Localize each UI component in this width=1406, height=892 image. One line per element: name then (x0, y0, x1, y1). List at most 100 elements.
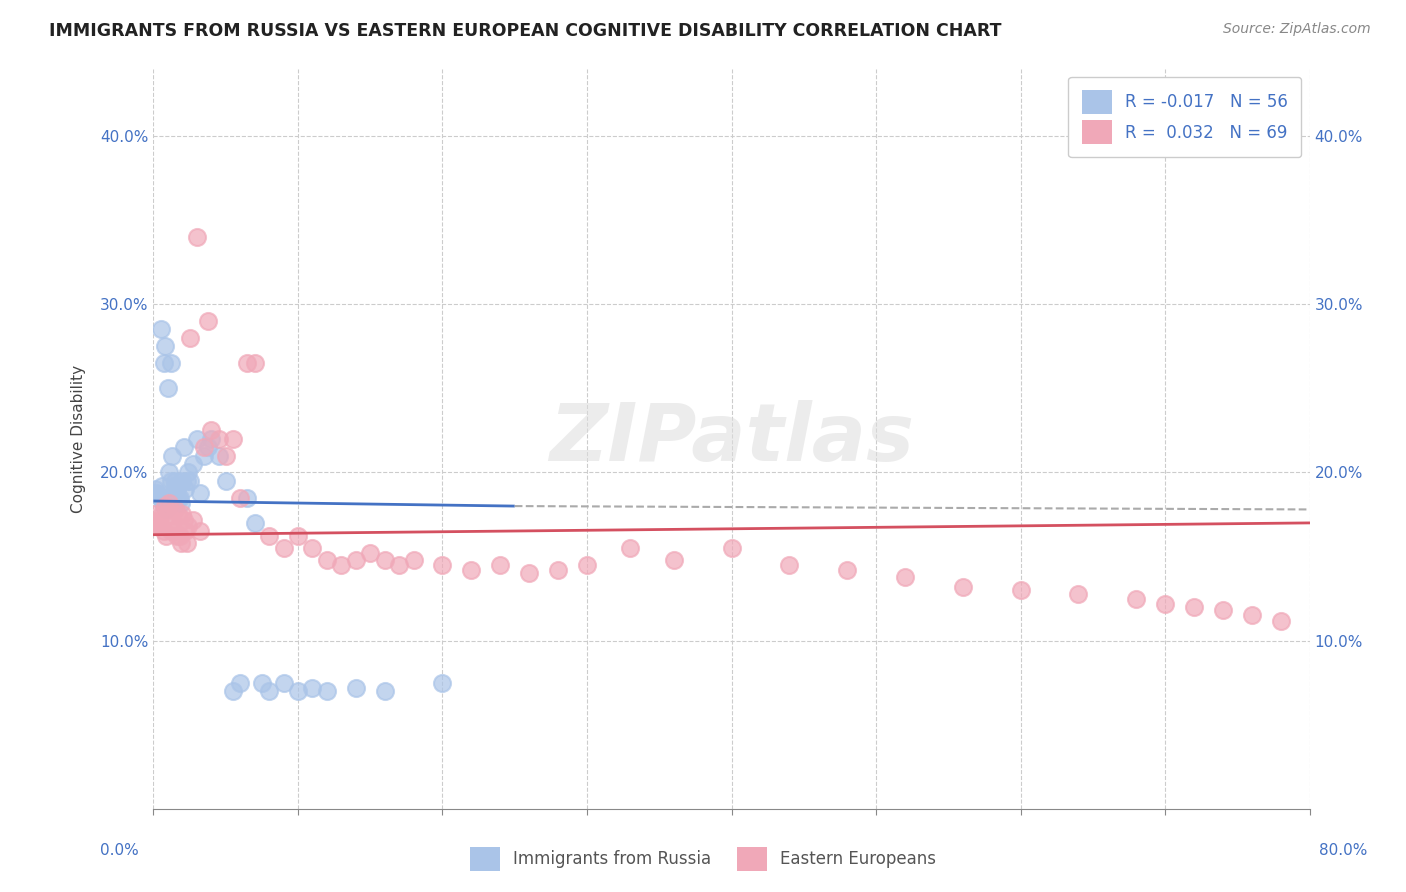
Point (179, 331, 201, 345)
Point (315, 684, 337, 698)
Point (207, 432, 229, 446)
Point (169, 491, 191, 505)
Point (952, 580, 974, 594)
Point (188, 485, 211, 500)
Point (170, 536, 193, 550)
Point (197, 314, 219, 328)
Point (1182, 600, 1205, 615)
Point (146, 519, 169, 533)
Point (344, 681, 367, 695)
Point (153, 499, 176, 513)
Point (1154, 597, 1177, 611)
Point (489, 558, 512, 572)
Point (402, 553, 425, 567)
Point (388, 558, 411, 572)
Point (150, 494, 173, 508)
Point (835, 563, 858, 577)
Point (1240, 608, 1263, 623)
Point (257, 529, 280, 543)
Legend: Immigrants from Russia, Eastern Europeans: Immigrants from Russia, Eastern European… (461, 839, 945, 880)
Point (374, 684, 396, 698)
Point (229, 491, 252, 505)
Point (287, 529, 309, 543)
Point (301, 541, 323, 556)
Point (143, 508, 166, 522)
Point (167, 508, 190, 522)
Point (165, 479, 187, 493)
Point (167, 491, 190, 505)
Point (157, 466, 180, 480)
Point (149, 491, 172, 505)
Point (181, 512, 204, 526)
Point (287, 684, 309, 698)
Point (160, 356, 183, 370)
Point (193, 449, 215, 463)
Point (181, 457, 204, 471)
Point (273, 675, 295, 690)
Point (186, 229, 208, 244)
Point (150, 508, 173, 522)
Point (156, 496, 179, 510)
Point (162, 449, 184, 463)
Point (172, 508, 194, 522)
Point (301, 681, 323, 695)
Point (148, 512, 170, 526)
Point (170, 496, 193, 510)
Text: IMMIGRANTS FROM RUSSIA VS EASTERN EUROPEAN COGNITIVE DISABILITY CORRELATION CHAR: IMMIGRANTS FROM RUSSIA VS EASTERN EUROPE… (49, 22, 1001, 40)
Point (1125, 591, 1147, 606)
Point (460, 563, 482, 577)
Point (143, 482, 166, 496)
Point (149, 519, 172, 533)
Point (163, 524, 186, 539)
Point (148, 489, 170, 503)
Point (165, 474, 187, 488)
Point (146, 487, 169, 501)
Point (153, 339, 176, 353)
Point (215, 449, 238, 463)
Point (179, 474, 201, 488)
Text: Source: ZipAtlas.com: Source: ZipAtlas.com (1223, 22, 1371, 37)
Point (145, 485, 167, 500)
Point (200, 432, 222, 446)
Point (236, 356, 259, 370)
Point (156, 508, 179, 522)
Point (186, 432, 208, 446)
Text: 80.0%: 80.0% (1319, 843, 1367, 858)
Point (250, 675, 273, 690)
Point (257, 684, 280, 698)
Point (374, 553, 396, 567)
Point (149, 322, 172, 336)
Point (200, 423, 222, 437)
Point (152, 524, 174, 539)
Point (174, 524, 197, 539)
Point (315, 553, 337, 567)
Point (575, 558, 598, 572)
Point (155, 502, 177, 516)
Point (547, 563, 569, 577)
Point (215, 474, 238, 488)
Point (176, 536, 198, 550)
Point (174, 482, 197, 496)
Point (619, 541, 641, 556)
Point (166, 482, 188, 496)
Point (163, 485, 186, 500)
Y-axis label: Cognitive Disability: Cognitive Disability (72, 365, 86, 513)
Point (150, 479, 173, 493)
Point (157, 496, 180, 510)
Point (176, 474, 198, 488)
Point (359, 546, 381, 560)
Point (432, 558, 454, 572)
Point (193, 440, 215, 454)
Point (177, 466, 200, 480)
Point (1270, 614, 1292, 628)
Point (778, 558, 800, 572)
Point (160, 474, 183, 488)
Point (157, 499, 180, 513)
Point (188, 524, 211, 539)
Point (894, 570, 917, 584)
Point (173, 440, 195, 454)
Point (1067, 586, 1090, 600)
Point (155, 529, 177, 543)
Point (432, 675, 454, 690)
Text: 0.0%: 0.0% (100, 843, 139, 858)
